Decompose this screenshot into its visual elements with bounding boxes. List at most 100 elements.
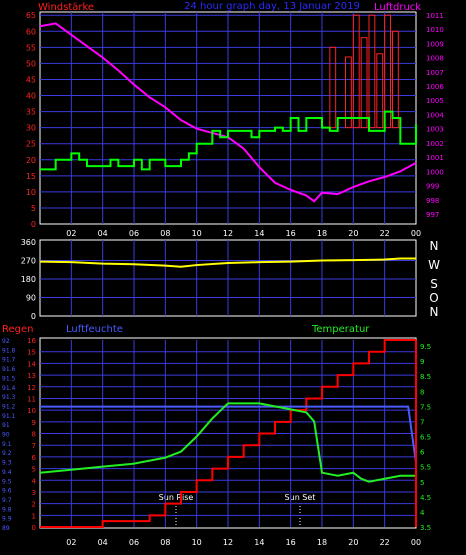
humidity-tick-label: 9.2 (2, 450, 12, 457)
pressure-line (39, 22, 417, 203)
gust-bar (345, 56, 352, 129)
temperature-tick-label: 7 (420, 418, 424, 426)
humidity-tick-label: 9.5 (2, 478, 12, 485)
gust-bar (376, 53, 384, 129)
wind-tick-label: 15 (26, 172, 36, 181)
top-x-tick-label: 22 (380, 229, 390, 238)
compass-n-bottom: N (430, 305, 439, 319)
bottom-x-tick-label: 04 (98, 538, 108, 547)
compass-n-top: N (430, 239, 439, 253)
direction-tick-label: 270 (21, 257, 36, 266)
pressure-tick-label: 1009 (426, 40, 444, 48)
rain-line (40, 339, 416, 528)
gust-bar (392, 30, 399, 129)
pressure-tick-label: 999 (426, 183, 439, 191)
gust-bar (360, 37, 368, 129)
bottom-x-tick-label: 10 (192, 538, 202, 547)
rain-tick-label: 12 (27, 384, 36, 392)
top-x-tick-label: 18 (317, 229, 327, 238)
humidity-tick-label: 9.1 (2, 441, 12, 448)
humidity-tick-label: 91.8 (2, 347, 16, 354)
humidity-tick-label: 92 (2, 338, 10, 345)
rain-tick-label: 16 (27, 337, 36, 345)
data-series (39, 14, 417, 528)
humidity-tick-label: 91.6 (2, 366, 16, 373)
humidity-axis-title: Luftfeuchte (66, 324, 123, 335)
temperature-tick-label: 5 (420, 479, 424, 487)
pressure-tick-label: 1000 (426, 168, 444, 176)
gust-bar (329, 46, 337, 129)
wind-tick-label: 35 (26, 108, 36, 117)
bottom-x-tick-label: 00 (411, 538, 421, 547)
compass-s: S (430, 277, 438, 291)
pressure-tick-label: 1004 (426, 111, 444, 119)
rain-tick-label: 6 (32, 454, 37, 462)
pressure-tick-label: 1003 (426, 126, 444, 134)
humidity-tick-label: 89 (2, 525, 10, 532)
pressure-tick-label: 1006 (426, 83, 444, 91)
direction-tick-label: 90 (26, 294, 36, 303)
bottom-x-tick-label: 16 (286, 538, 296, 547)
pressure-tick-label: 997 (426, 211, 439, 219)
rain-tick-label: 13 (27, 372, 36, 380)
temperature-tick-label: 9 (420, 358, 424, 366)
wind-tick-label: 55 (26, 43, 36, 52)
gust-bar (368, 14, 376, 129)
rain-tick-label: 14 (27, 360, 36, 368)
wind-tick-label: 30 (26, 124, 36, 133)
rain-tick-label: 5 (32, 466, 36, 474)
pressure-tick-label: 998 (426, 197, 439, 205)
pressure-tick-label: 1002 (426, 140, 444, 148)
bottom-x-tick-label: 02 (66, 538, 76, 547)
chart-title: 24 hour graph day, 13 Januar 2019 (184, 1, 360, 12)
temperature-tick-label: 9.5 (420, 343, 431, 351)
humidity-tick-label: 91.5 (2, 375, 16, 382)
wind-tick-label: 45 (26, 75, 36, 84)
bottom-x-tick-label: 20 (348, 538, 358, 547)
humidity-line (40, 405, 417, 463)
temperature-axis-title: Temperatur (311, 324, 370, 335)
humidity-tick-label: 91.4 (2, 385, 16, 392)
wind-tick-label: 25 (26, 140, 36, 149)
top-x-tick-label: 08 (160, 229, 170, 238)
bottom-x-tick-label: 12 (223, 538, 233, 547)
axis-ticks: 02 04 06 08 10 12 14 16 18 20 22 000510152025303540… (2, 11, 444, 547)
wind-axis-title: Windstärke (38, 2, 94, 13)
humidity-tick-label: 91.1 (2, 413, 16, 420)
rain-tick-label: 15 (27, 349, 36, 357)
temperature-tick-label: 3.5 (420, 524, 431, 532)
bottom-x-tick-label: 06 (129, 538, 139, 547)
humidity-tick-label: 91.2 (2, 403, 16, 410)
rain-tick-label: 1 (32, 512, 36, 520)
humidity-tick-label: 9.8 (2, 506, 12, 513)
humidity-tick-label: 91 (2, 422, 10, 429)
wind-tick-label: 40 (26, 92, 36, 101)
humidity-tick-label: 9.6 (2, 488, 12, 495)
gust-bar (352, 14, 360, 129)
rain-tick-label: 10 (27, 407, 36, 415)
top-x-tick-label: 02 (66, 229, 76, 238)
temperature-tick-label: 4.5 (420, 494, 431, 502)
wind-tick-label: 5 (31, 204, 36, 213)
top-x-tick-label: 12 (223, 229, 233, 238)
pressure-tick-label: 1010 (426, 26, 444, 34)
humidity-tick-label: 9.9 (2, 516, 12, 523)
rain-tick-label: 8 (32, 431, 36, 439)
rain-tick-label: 9 (32, 419, 36, 427)
temperature-tick-label: 6 (420, 449, 425, 457)
humidity-tick-label: 9.3 (2, 460, 12, 467)
humidity-tick-label: 91.7 (2, 357, 16, 364)
pressure-tick-label: 1011 (426, 12, 444, 20)
sunrise-label: Sun Rise (159, 493, 194, 502)
compass-o: O (429, 291, 438, 305)
bottom-x-tick-label: 14 (254, 538, 264, 547)
wind-tick-label: 10 (26, 188, 36, 197)
top-x-tick-label: 14 (254, 229, 264, 238)
gust-bar (384, 14, 391, 129)
top-x-tick-label: 10 (192, 229, 202, 238)
pressure-tick-label: 1008 (426, 55, 444, 63)
humidity-tick-label: 9.4 (2, 469, 12, 476)
direction-tick-label: 360 (21, 238, 36, 247)
humidity-tick-label: 91.3 (2, 394, 16, 401)
